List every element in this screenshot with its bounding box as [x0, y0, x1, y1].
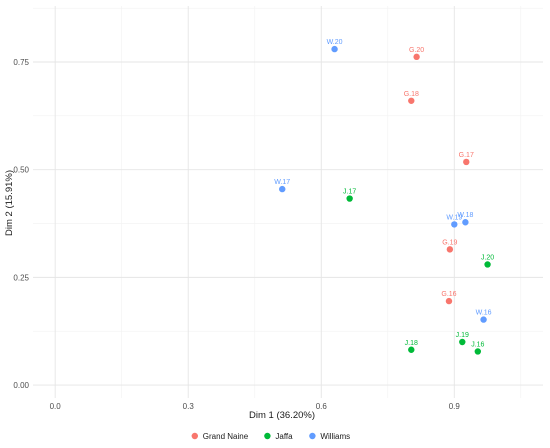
data-point [451, 221, 458, 228]
point-label: J.18 [405, 340, 418, 347]
x-tick-label: 0.3 [183, 402, 195, 411]
point-label: W.19 [446, 214, 462, 221]
data-point [408, 97, 415, 104]
point-label: W.18 [457, 212, 473, 219]
legend-label: Williams [320, 432, 350, 441]
point-labels: G.20 G.18 G.17 G.19 G.16 J.17 J.20 J.19J.16 J.18… [274, 39, 494, 348]
legend-label: Jaffa [275, 432, 293, 441]
y-tick-label: 0.25 [13, 273, 29, 282]
point-label: J.19 [456, 332, 469, 339]
data-point [462, 219, 469, 226]
data-point [279, 185, 286, 193]
data-point [480, 316, 487, 323]
legend-key [191, 432, 198, 440]
point-label: G.19 [442, 239, 457, 246]
x-axis-title: Dim 1 (36.20%) [249, 410, 315, 421]
x-tick-label: 0.0 [50, 402, 62, 411]
y-tick-label: 0.75 [13, 58, 29, 67]
point-label: G.18 [404, 91, 419, 98]
point-label: J.16 [471, 341, 484, 348]
grid [33, 6, 543, 398]
y-axis-title: Dim 2 (15.91%) [4, 170, 15, 236]
point-label: G.20 [409, 47, 424, 54]
point-label: J.20 [481, 254, 494, 261]
data-point [331, 45, 338, 53]
x-tick-label: 0.6 [316, 402, 328, 411]
data-points [279, 45, 491, 355]
y-tick-label: 0.50 [13, 166, 29, 175]
point-label: W.20 [327, 39, 343, 46]
legend-label: Grand Naine [203, 432, 249, 441]
data-point [463, 158, 470, 166]
data-point [484, 261, 491, 268]
y-tick-label: 0.00 [13, 381, 29, 390]
data-point [445, 297, 453, 305]
point-label: J.17 [343, 189, 356, 196]
point-label: G.17 [459, 152, 474, 159]
tick-labels: 0.0 0.3 0.6 0.9 0.00 0.25 0.50 0.75 [13, 58, 460, 411]
point-label: G.16 [441, 291, 456, 298]
data-point [346, 195, 353, 202]
point-label: W.16 [476, 310, 492, 317]
legend-key [309, 432, 316, 440]
data-point [474, 348, 482, 355]
data-point [413, 53, 420, 61]
x-tick-label: 0.9 [449, 402, 461, 411]
legend: Grand Naine Jaffa Williams [191, 432, 350, 441]
data-point [446, 246, 454, 253]
legend-key [264, 432, 271, 440]
data-point [408, 346, 415, 353]
point-label: W.17 [274, 179, 290, 186]
data-point [459, 338, 466, 346]
